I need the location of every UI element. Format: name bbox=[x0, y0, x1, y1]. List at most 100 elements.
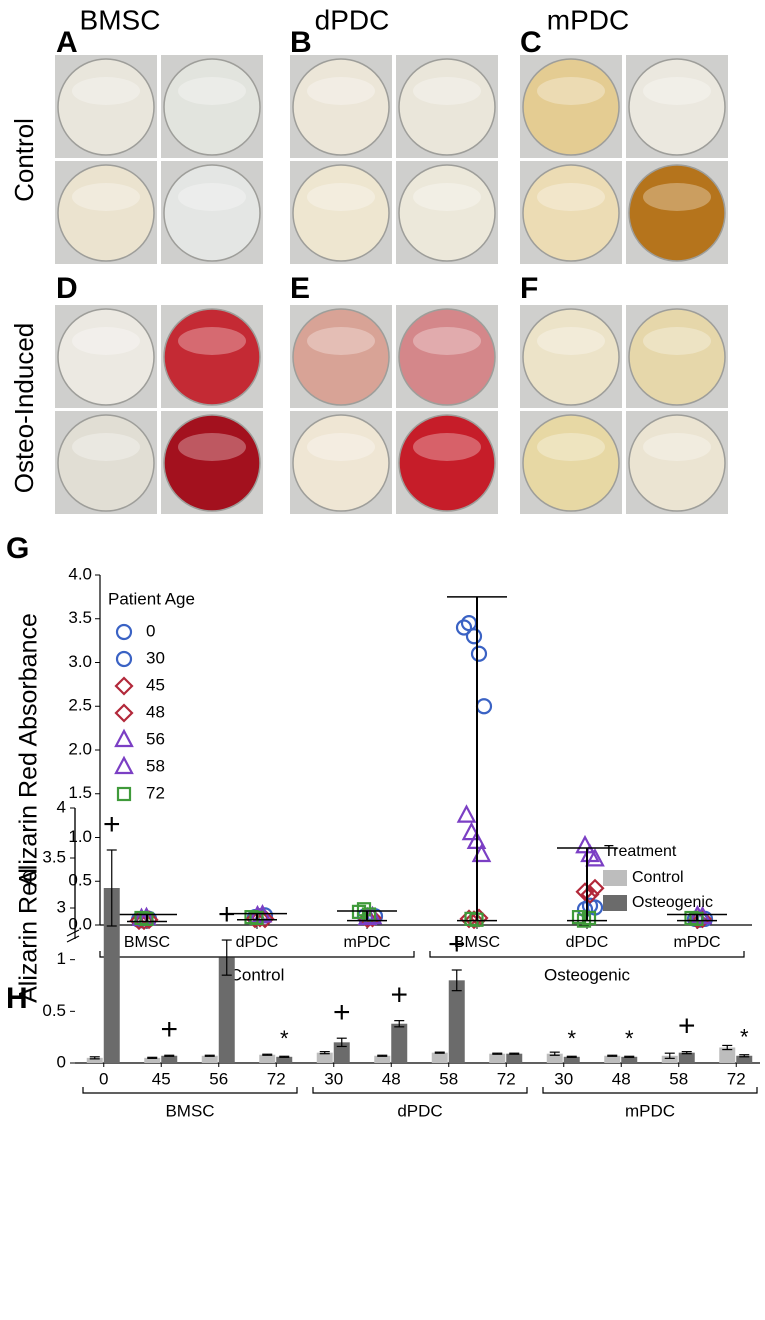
well bbox=[398, 414, 496, 512]
well bbox=[163, 164, 261, 262]
bar bbox=[333, 1042, 350, 1063]
x-tick-label: 58 bbox=[439, 1069, 458, 1088]
x-tick-label: dPDC bbox=[566, 934, 609, 951]
point bbox=[461, 821, 482, 841]
bar bbox=[506, 1053, 523, 1063]
y-tick-label: 2.5 bbox=[68, 696, 92, 715]
point bbox=[455, 619, 473, 636]
y-tick-label: 0.5 bbox=[42, 1001, 66, 1020]
well bbox=[522, 58, 620, 156]
y-tick-label: 0 bbox=[57, 1052, 66, 1071]
bar bbox=[161, 1055, 178, 1063]
bar bbox=[218, 957, 235, 1063]
well-highlight bbox=[643, 77, 711, 105]
well-highlight bbox=[643, 433, 711, 461]
point bbox=[250, 908, 270, 928]
y-tick-label: 1.0 bbox=[68, 827, 92, 846]
y-axis-label: Alizarin Red bbox=[15, 868, 43, 1003]
legend-label: 30 bbox=[146, 648, 165, 667]
well-highlight bbox=[178, 183, 246, 211]
legend-label: Osteogenic bbox=[632, 894, 713, 911]
legend-label: 56 bbox=[146, 729, 165, 748]
significance-mark: * bbox=[625, 1026, 634, 1051]
x-tick-label: 45 bbox=[152, 1069, 171, 1088]
x-tick-label: 48 bbox=[612, 1069, 631, 1088]
legend-label: 45 bbox=[146, 675, 165, 694]
bar bbox=[259, 1054, 276, 1063]
panel-letter: H bbox=[6, 982, 28, 1015]
well bbox=[163, 414, 261, 512]
panel-letter: D bbox=[56, 272, 78, 305]
well bbox=[57, 308, 155, 406]
y-axis-label: Alizarin Red Absorbance bbox=[15, 613, 43, 887]
bar bbox=[661, 1055, 678, 1063]
row-label: Control bbox=[9, 118, 39, 202]
significance-mark: + bbox=[103, 808, 121, 841]
group-label: dPDC bbox=[397, 1101, 442, 1120]
x-tick-label: 72 bbox=[497, 1069, 516, 1088]
point bbox=[114, 676, 134, 696]
x-tick-label: 72 bbox=[267, 1069, 286, 1088]
point bbox=[456, 804, 477, 823]
well bbox=[57, 164, 155, 262]
y-tick-label: 0.5 bbox=[68, 871, 92, 890]
well bbox=[163, 308, 261, 406]
x-tick-label: 56 bbox=[209, 1069, 228, 1088]
y-tick-label: 3.5 bbox=[68, 608, 92, 627]
point bbox=[114, 755, 134, 775]
panel-letter: E bbox=[290, 272, 310, 305]
point bbox=[465, 628, 483, 645]
bar bbox=[276, 1056, 293, 1063]
well bbox=[292, 308, 390, 406]
well bbox=[398, 308, 496, 406]
well-highlight bbox=[537, 77, 605, 105]
group-label: Control bbox=[230, 965, 285, 984]
y-tick-label: 3.0 bbox=[68, 652, 92, 671]
bar bbox=[719, 1047, 736, 1063]
point bbox=[134, 911, 154, 931]
well-highlight bbox=[537, 327, 605, 355]
point bbox=[581, 910, 597, 926]
bar bbox=[736, 1055, 753, 1063]
legend-label: 48 bbox=[146, 702, 165, 721]
point bbox=[249, 910, 264, 926]
well-highlight bbox=[643, 327, 711, 355]
photo-panels bbox=[55, 55, 728, 514]
well bbox=[398, 58, 496, 156]
group-bracket bbox=[99, 951, 415, 958]
group-label: BMSC bbox=[165, 1101, 214, 1120]
well-highlight bbox=[307, 433, 375, 461]
bar bbox=[489, 1053, 506, 1063]
significance-mark: + bbox=[448, 928, 466, 961]
well bbox=[292, 414, 390, 512]
well-highlight bbox=[307, 77, 375, 105]
bar bbox=[546, 1053, 563, 1063]
panel-letter: F bbox=[520, 272, 538, 305]
point bbox=[475, 698, 493, 715]
well-highlight bbox=[413, 327, 481, 355]
well bbox=[522, 414, 620, 512]
bar bbox=[621, 1056, 638, 1063]
well bbox=[522, 308, 620, 406]
well-highlight bbox=[178, 433, 246, 461]
x-tick-label: 48 bbox=[382, 1069, 401, 1088]
well-highlight bbox=[413, 183, 481, 211]
well-highlight bbox=[178, 327, 246, 355]
panel-letter: G bbox=[6, 532, 29, 565]
bar bbox=[374, 1055, 391, 1063]
bar bbox=[678, 1052, 695, 1063]
well bbox=[628, 58, 726, 156]
bar bbox=[448, 980, 465, 1063]
point bbox=[255, 909, 275, 929]
x-tick-label: BMSC bbox=[454, 934, 500, 951]
y-tick-label: 1 bbox=[57, 949, 66, 968]
significance-mark: + bbox=[333, 996, 351, 1029]
legend-label: 0 bbox=[146, 621, 155, 640]
well-highlight bbox=[537, 433, 605, 461]
well-highlight bbox=[72, 433, 140, 461]
group-label: Osteogenic bbox=[544, 965, 630, 984]
significance-mark: * bbox=[740, 1025, 749, 1050]
legend-label: 58 bbox=[146, 756, 165, 775]
group-bracket bbox=[82, 1087, 298, 1094]
